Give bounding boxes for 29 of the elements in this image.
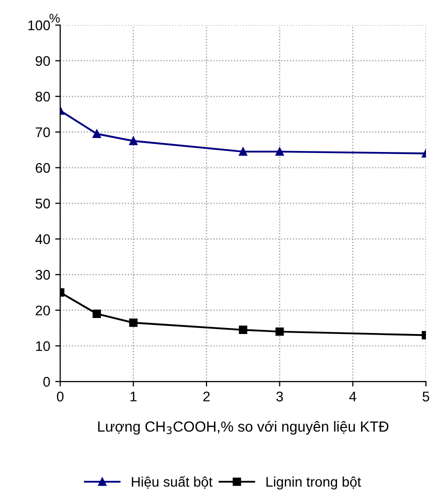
x-tick-label: 3	[276, 392, 283, 402]
x-tick-label: 4	[349, 392, 356, 402]
x-tick-label: 2	[203, 392, 210, 402]
legend-label: Hiệu suất bột	[132, 476, 212, 489]
y-tick-label: 40	[35, 234, 50, 244]
y-tick-label: 60	[36, 163, 50, 173]
y-tick-label: 70	[36, 127, 50, 138]
x-axis-title: Lượng CH$_{3}$COOH,% so với nguyên liệu KTĐ	[98, 420, 388, 435]
y-tick-label: 20	[36, 306, 50, 316]
x-tick-label: 5	[422, 392, 430, 402]
x-tick-label: 0	[56, 392, 64, 402]
y-tick-label: 80	[36, 92, 50, 102]
point	[92, 310, 101, 318]
y-tick-label: 100	[28, 20, 50, 30]
point	[92, 130, 101, 138]
point	[238, 326, 248, 334]
x-tick-label: 1	[130, 392, 137, 402]
point	[275, 147, 284, 156]
point	[238, 147, 248, 156]
y-tick-label: 30	[36, 270, 50, 280]
y-axis-title: %	[50, 14, 60, 23]
y-tick-label: 10	[36, 341, 50, 352]
y-tick-label: 50	[36, 198, 50, 208]
y-tick-label: 0	[43, 376, 50, 387]
point	[129, 318, 138, 327]
point	[275, 327, 284, 336]
y-tick-label: 90	[36, 56, 50, 66]
point	[129, 136, 138, 146]
legend-label: Lignin trong bột	[266, 476, 361, 490]
